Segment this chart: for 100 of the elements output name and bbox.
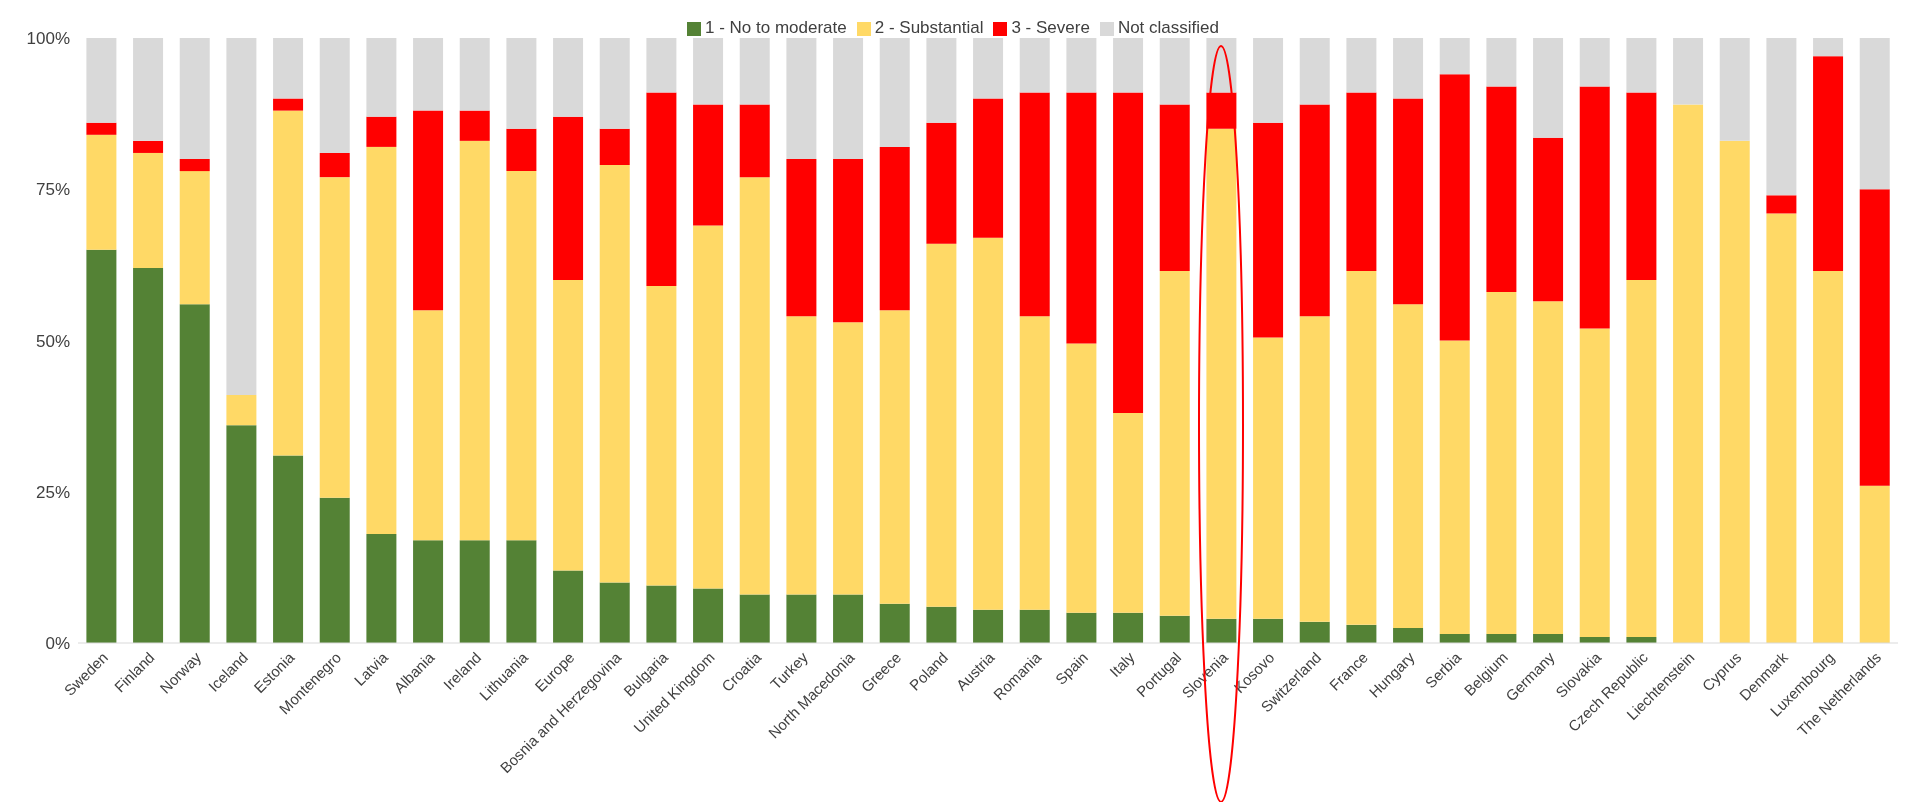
bar: [553, 280, 584, 571]
bar: [1299, 38, 1330, 105]
y-tick-label: 25%: [35, 482, 70, 502]
bar: [1019, 38, 1050, 93]
bar: [739, 104, 770, 178]
bar: [646, 585, 677, 643]
bar: [506, 171, 537, 541]
bar: [1159, 615, 1190, 643]
bar: [739, 38, 770, 105]
bar: [553, 570, 584, 643]
bar: [1859, 38, 1890, 190]
bar: [1159, 104, 1190, 271]
bar: [1253, 337, 1284, 619]
bar: [1673, 38, 1704, 105]
bar: [646, 92, 677, 287]
bar: [1253, 618, 1284, 643]
bar: [1346, 92, 1377, 271]
bar: [1766, 195, 1797, 214]
bar: [366, 146, 397, 535]
bar: [226, 38, 257, 395]
bar: [786, 594, 817, 643]
bar: [879, 603, 910, 643]
bar: [1813, 270, 1844, 643]
bar: [973, 609, 1004, 643]
bar: [646, 38, 677, 93]
bar: [1579, 38, 1610, 87]
bar: [1159, 38, 1190, 105]
bar: [273, 38, 304, 99]
y-tick-label: 100%: [26, 29, 70, 49]
bar: [273, 98, 304, 111]
bar: [786, 159, 817, 317]
bar: [86, 134, 117, 250]
bar: [1626, 92, 1657, 280]
bar: [1206, 618, 1237, 643]
bar: [366, 534, 397, 643]
bar: [1019, 316, 1050, 610]
bar: [133, 140, 164, 153]
bar: [1066, 343, 1097, 613]
bar: [1486, 38, 1517, 87]
bar: [1393, 98, 1424, 305]
bar: [1626, 280, 1657, 637]
bar: [926, 606, 957, 643]
bar: [459, 110, 490, 141]
bar: [1113, 612, 1144, 643]
bar: [1346, 270, 1377, 625]
bar: [1859, 485, 1890, 643]
bar: [1113, 38, 1144, 93]
bar: [1299, 104, 1330, 317]
bar: [926, 122, 957, 244]
bar: [413, 110, 444, 311]
bar: [1439, 340, 1470, 634]
bar: [1439, 38, 1470, 75]
bar: [1719, 38, 1750, 141]
bar: [1486, 292, 1517, 634]
bar: [1019, 92, 1050, 317]
bar: [1299, 316, 1330, 622]
bar: [879, 310, 910, 604]
bar: [693, 38, 724, 105]
bar: [646, 286, 677, 586]
bar: [86, 38, 117, 123]
bar: [366, 116, 397, 147]
bar: [179, 38, 210, 159]
bar: [553, 38, 584, 117]
bar: [973, 237, 1004, 610]
bar: [459, 540, 490, 643]
x-tick-label: Italy: [1106, 648, 1138, 681]
bar: [739, 594, 770, 643]
bar: [1579, 328, 1610, 637]
bar: [226, 394, 257, 426]
bar: [833, 159, 864, 323]
bar: [1113, 92, 1144, 414]
bar: [1533, 137, 1564, 302]
legend-label: 3 - Severe: [1011, 18, 1090, 37]
bar: [179, 171, 210, 305]
bar: [833, 594, 864, 643]
bar: [1813, 56, 1844, 271]
bar: [413, 38, 444, 111]
y-tick-label: 0%: [45, 634, 70, 654]
bar: [973, 38, 1004, 99]
bar: [926, 38, 957, 123]
bar: [86, 122, 117, 135]
bar: [86, 249, 117, 643]
bar: [1486, 86, 1517, 293]
bar: [786, 316, 817, 595]
bar: [599, 128, 630, 166]
bar: [693, 225, 724, 589]
bar: [1206, 128, 1237, 619]
bar: [739, 177, 770, 595]
bar: [319, 177, 350, 498]
bar: [1393, 627, 1424, 643]
legend-label: 2 - Substantial: [874, 18, 984, 37]
bar: [506, 38, 537, 129]
bar: [179, 304, 210, 643]
bar: [879, 146, 910, 311]
bar: [1253, 122, 1284, 338]
bar: [179, 159, 210, 172]
bar: [599, 38, 630, 129]
bar: [1066, 612, 1097, 643]
bar: [1393, 38, 1424, 99]
bar: [413, 540, 444, 643]
